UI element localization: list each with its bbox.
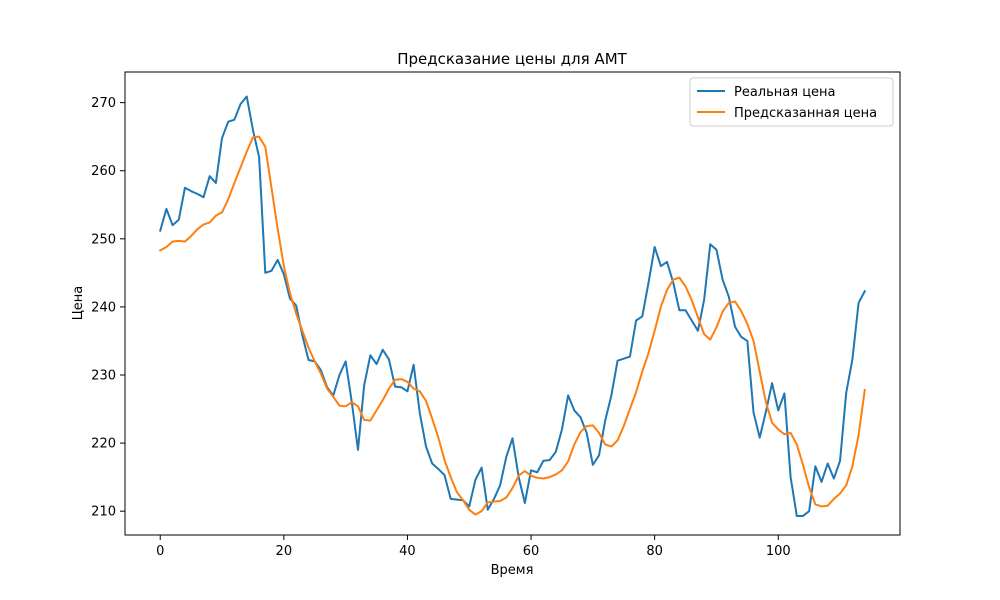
legend: Реальная цена Предсказанная цена (689, 77, 894, 127)
y-tick-label: 270 (91, 96, 116, 111)
x-tick-label: 100 (766, 544, 791, 559)
y-tick-label: 210 (91, 505, 116, 520)
x-axis: 0 20 40 60 80 100 (156, 535, 791, 559)
y-tick-label: 250 (91, 232, 116, 247)
plot-frame (124, 71, 901, 536)
series-line-real-price (158, 95, 867, 517)
x-tick-label: 20 (276, 544, 293, 559)
legend-box (689, 77, 894, 127)
y-tick-label: 230 (91, 368, 116, 383)
y-axis: 210 220 230 240 250 260 270 (91, 96, 125, 520)
x-tick-label: 80 (646, 544, 663, 559)
y-tick-label: 220 (91, 437, 116, 452)
chart-title: Предсказание цены для AMT (397, 50, 627, 68)
y-tick-label: 240 (91, 300, 116, 315)
y-axis-label: Цена (71, 286, 86, 321)
plot-lines (158, 95, 867, 517)
legend-label-predicted-price: Предсказанная цена (734, 106, 877, 121)
series-line-predicted-price (158, 135, 866, 516)
x-axis-label: Время (491, 563, 534, 578)
x-tick-label: 60 (523, 544, 540, 559)
y-tick-label: 260 (91, 164, 116, 179)
legend-label-real-price: Реальная цена (734, 85, 836, 100)
x-tick-label: 0 (156, 544, 164, 559)
x-tick-label: 40 (399, 544, 416, 559)
